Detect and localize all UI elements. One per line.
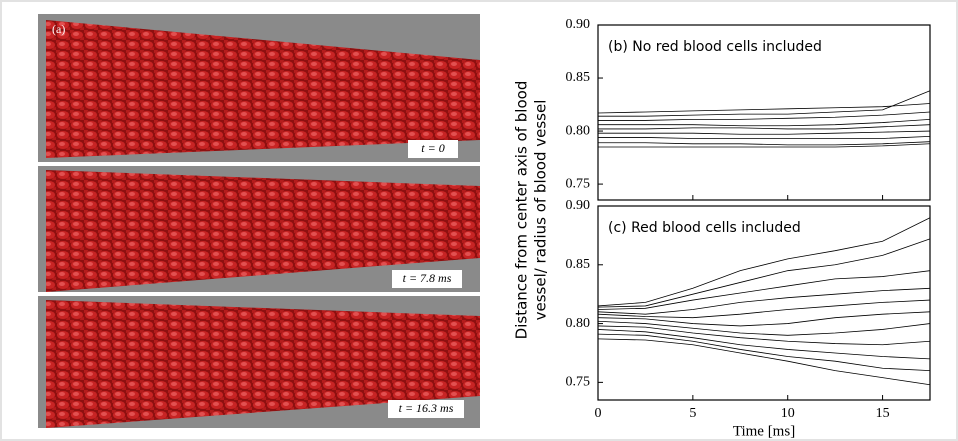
y-axis-label: vessel/ radius of blood vessel [532,100,550,321]
trajectory [598,130,931,135]
vessel [46,20,480,158]
label-box [388,400,464,418]
y-tick-label: 0.75 [566,176,591,191]
time-label: t = 7.8 ms [403,271,452,285]
plot-frame [597,24,931,201]
x-axis-label: Time [ms] [733,423,795,439]
trajectory [598,111,931,121]
trajectory [598,90,931,117]
x-tick-label: 5 [689,406,696,421]
vessel [46,170,480,292]
label-box [408,140,458,158]
y-tick-label: 0.75 [566,375,591,390]
time-label: t = 16.3 ms [399,401,454,415]
plot-frame [597,205,931,401]
trajectory [598,118,931,127]
panel-a: (a) t = 0 t = 7.8 ms t = 16.3 ms [38,14,480,428]
y-tick-label: 0.90 [566,198,591,213]
y-tick-label: 0.90 [566,17,591,32]
trajectory [597,270,931,310]
trajectory [597,311,931,327]
trajectory [597,217,931,307]
vessel [46,300,480,428]
y-axis-label: Distance from center axis of blood [513,81,531,340]
y-tick-label: 0.80 [566,123,591,138]
label-box [392,270,462,288]
y-tick-label: 0.85 [566,257,591,272]
trajectory [597,338,931,386]
y-tick-label: 0.80 [566,316,591,331]
trajectory [597,299,931,319]
trajectory [597,238,931,308]
trajectory [597,333,931,372]
y-tick-label: 0.85 [566,70,591,85]
trajectory [598,143,931,148]
x-tick-label: 15 [876,406,890,421]
chart-title: (c) Red blood cells included [608,220,801,236]
trajectory [597,320,931,336]
x-tick-label: 10 [781,406,795,421]
trajectory [597,103,931,114]
trajectory [597,287,931,315]
chart-title: (b) No red blood cells included [608,39,822,55]
trajectory [597,325,931,346]
trajectory [598,141,931,146]
trajectory [598,124,931,130]
trajectory [597,329,931,360]
trajectory [598,135,931,139]
time-label: t = 0 [421,141,444,155]
panel-label: (a) [52,22,65,36]
x-tick-label: 0 [595,406,602,421]
